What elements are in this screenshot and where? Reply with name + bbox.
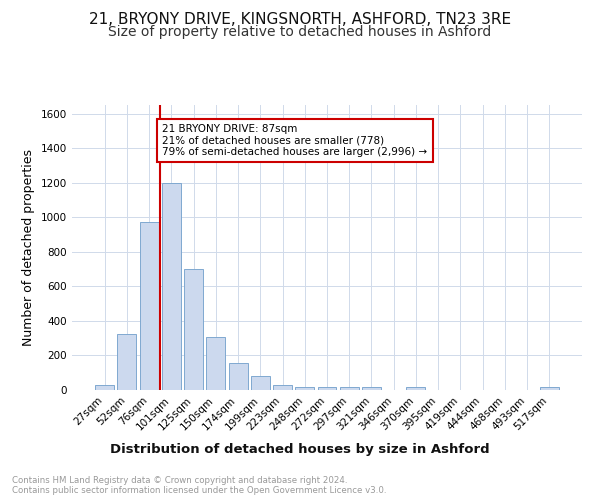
Bar [295,387,314,390]
Text: Size of property relative to detached houses in Ashford: Size of property relative to detached ho… [109,25,491,39]
Bar [340,388,359,390]
Bar [251,376,270,390]
Bar [540,388,559,390]
Bar [162,182,181,390]
Text: Distribution of detached houses by size in Ashford: Distribution of detached houses by size … [110,442,490,456]
Bar [95,385,114,390]
Text: 21, BRYONY DRIVE, KINGSNORTH, ASHFORD, TN23 3RE: 21, BRYONY DRIVE, KINGSNORTH, ASHFORD, T… [89,12,511,28]
Text: Contains HM Land Registry data © Crown copyright and database right 2024.
Contai: Contains HM Land Registry data © Crown c… [12,476,386,495]
Bar [206,338,225,390]
Bar [140,222,158,390]
Bar [273,385,292,390]
Text: 21 BRYONY DRIVE: 87sqm
21% of detached houses are smaller (778)
79% of semi-deta: 21 BRYONY DRIVE: 87sqm 21% of detached h… [163,124,428,157]
Bar [118,334,136,390]
Bar [317,388,337,390]
Bar [362,388,381,390]
Bar [229,363,248,390]
Y-axis label: Number of detached properties: Number of detached properties [22,149,35,346]
Bar [184,269,203,390]
Bar [406,388,425,390]
